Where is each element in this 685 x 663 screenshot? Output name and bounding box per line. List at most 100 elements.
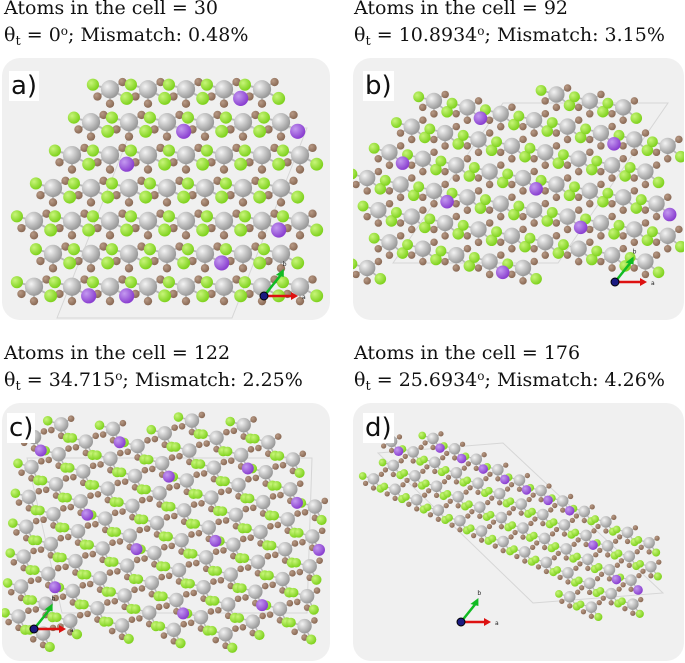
carbon-atom	[219, 231, 229, 240]
iodine-atom	[473, 111, 488, 125]
metal-atom	[149, 515, 165, 531]
carbon-atom	[117, 449, 124, 457]
chlorine-atom	[195, 459, 206, 469]
carbon-atom	[181, 99, 191, 108]
metal-atom	[621, 526, 634, 539]
carbon-atom	[222, 517, 230, 524]
carbon-atom	[552, 103, 561, 112]
carbon-atom	[119, 508, 126, 515]
chlorine-atom	[441, 466, 450, 474]
carbon-atom	[452, 212, 461, 221]
carbon-atom	[565, 579, 571, 585]
carbon-atom	[188, 256, 197, 266]
carbon-atom	[634, 549, 640, 555]
metal-atom	[592, 124, 610, 142]
carbon-atom	[175, 176, 184, 185]
chlorine-atom	[291, 256, 305, 270]
chlorine-atom	[171, 442, 181, 452]
carbon-atom	[396, 142, 405, 150]
carbon-atom	[526, 496, 532, 503]
chlorine-atom	[549, 518, 558, 526]
carbon-atom	[421, 492, 428, 498]
carbon-atom	[61, 242, 70, 251]
axis-a-label: a	[651, 280, 655, 287]
chlorine-atom	[114, 497, 124, 508]
chlorine-atom	[196, 91, 210, 105]
carbon-atom	[573, 513, 580, 519]
metal-atom	[425, 92, 443, 110]
carbon-atom	[42, 209, 51, 218]
carbon-atom	[630, 174, 638, 182]
carbon-atom	[112, 191, 121, 200]
carbon-atom	[137, 176, 146, 185]
metal-atom	[381, 144, 398, 161]
carbon-atom	[616, 586, 622, 592]
carbon-atom	[234, 595, 242, 603]
metal-atom	[195, 244, 215, 263]
carbon-atom	[255, 444, 262, 452]
carbon-atom	[419, 167, 427, 176]
carbon-atom	[396, 232, 405, 240]
chlorine-atom	[116, 467, 127, 478]
metal-atom	[470, 221, 487, 238]
chlorine-atom	[374, 273, 387, 285]
iodine-atom	[495, 265, 510, 280]
carbon-atom	[585, 565, 591, 572]
chlorine-atom	[196, 223, 210, 237]
carbon-atom	[593, 552, 599, 558]
carbon-atom	[605, 552, 611, 558]
carbon-atom	[530, 129, 538, 137]
carbon-atom	[452, 122, 461, 131]
iodine-atom	[81, 288, 97, 304]
carbon-atom	[249, 504, 257, 512]
carbon-atom	[62, 563, 69, 571]
metal-atom	[271, 178, 291, 198]
carbon-atom	[490, 519, 497, 525]
carbon-atom	[495, 476, 501, 482]
carbon-atom	[467, 485, 473, 491]
carbon-atom	[519, 187, 527, 195]
metal-atom	[540, 556, 553, 569]
chlorine-atom	[29, 565, 40, 576]
carbon-atom	[552, 193, 561, 202]
carbon-atom	[626, 562, 632, 569]
chlorine-atom	[513, 110, 525, 122]
chlorine-atom	[580, 123, 592, 135]
chlorine-atom	[618, 597, 626, 606]
carbon-atom	[528, 520, 534, 527]
metal-atom	[68, 553, 83, 569]
chlorine-atom	[485, 144, 498, 157]
carbon-atom	[40, 428, 48, 435]
carbon-atom	[441, 90, 449, 99]
axis-b-head	[470, 598, 479, 606]
chlorine-atom	[67, 111, 80, 124]
chlorine-atom	[311, 574, 322, 585]
carbon-atom	[461, 465, 467, 471]
carbon-atom	[419, 116, 427, 124]
iodine-atom	[478, 464, 489, 474]
carbon-atom	[424, 464, 430, 470]
carbon-atom	[17, 289, 26, 299]
metal-atom	[548, 176, 565, 193]
carbon-atom	[508, 270, 516, 279]
carbon-atom	[251, 110, 260, 120]
carbon-atom	[92, 432, 100, 440]
metal-atom	[648, 195, 665, 212]
carbon-atom	[131, 223, 140, 233]
carbon-atom	[485, 129, 494, 137]
carbon-atom	[478, 537, 485, 543]
metal-atom	[537, 234, 554, 251]
metal-atom	[100, 145, 120, 165]
carbon-atom	[640, 568, 646, 574]
metal-atom	[223, 567, 238, 582]
chlorine-atom	[86, 276, 99, 289]
carbon-atom	[86, 132, 96, 141]
metal-atom	[209, 430, 224, 446]
carbon-atom	[453, 479, 460, 485]
structure-view-d: ab	[358, 431, 665, 627]
metal-atom	[43, 536, 59, 552]
chlorine-atom	[294, 528, 304, 538]
chlorine-atom	[286, 617, 296, 628]
carbon-atom	[136, 615, 143, 622]
carbon-atom	[496, 122, 505, 131]
